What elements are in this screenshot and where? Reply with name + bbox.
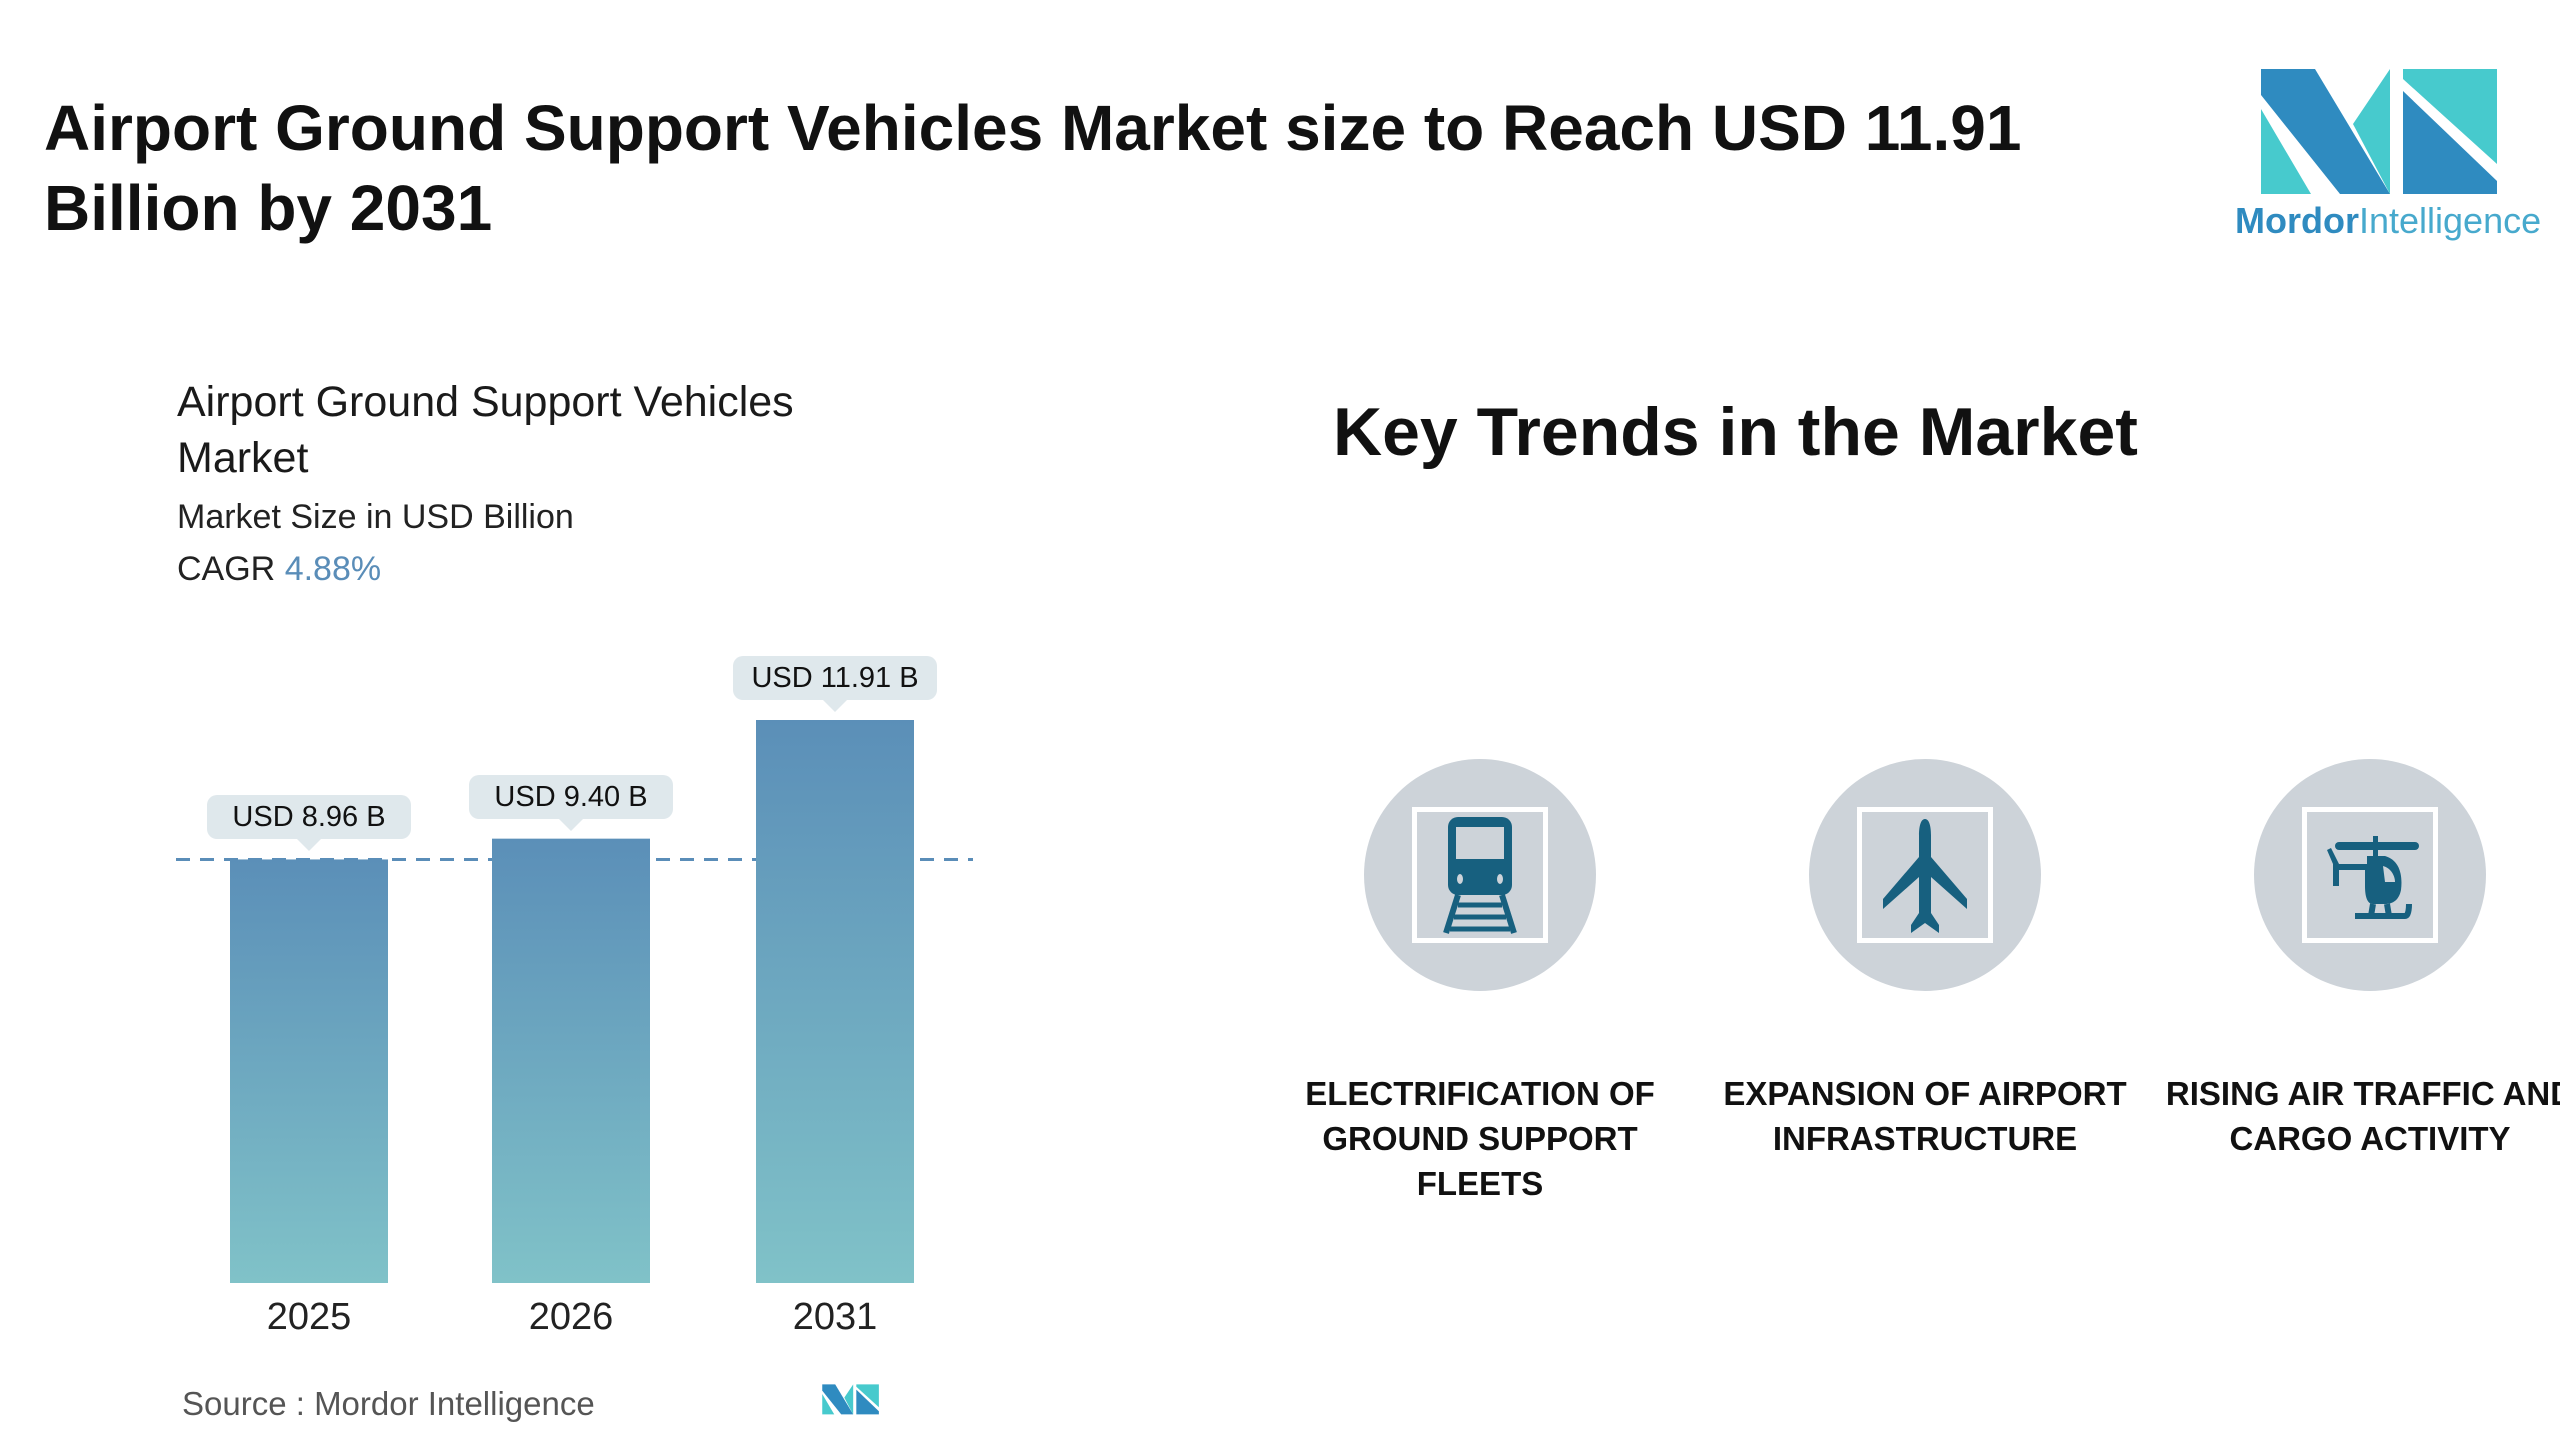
trend-label: ELECTRIFICATION OF GROUND SUPPORT FLEETS (1305, 1075, 1655, 1202)
x-tick-label: 2025 (266, 1296, 352, 1338)
helicopter-icon (2327, 836, 2419, 919)
data-label: USD 8.96 B (207, 795, 411, 852)
cagr: CAGR 4.88% (177, 550, 381, 589)
x-tick-label: 2026 (528, 1296, 614, 1338)
data-label: USD 11.91 B (733, 656, 937, 712)
page-title: Airport Ground Support Vehicles Market s… (44, 92, 2022, 244)
source-text: Source : Mordor Intelligence (182, 1385, 595, 1422)
bar-chart-svg (176, 720, 973, 1283)
trend-item: RISING AIR TRAFFIC AND CARGO ACTIVITY (2150, 759, 2560, 1161)
key-trends-title: Key Trends in the Market (1333, 394, 2138, 470)
bar-2031 (756, 720, 914, 1283)
trend-item: ELECTRIFICATION OF GROUND SUPPORT FLEETS (1260, 759, 1700, 1206)
cagr-value: 4.88% (284, 550, 382, 588)
chart-title: Airport Ground Support Vehicles Market (177, 378, 794, 482)
data-label: USD 9.40 B (469, 774, 673, 831)
trend-item: EXPANSION OF AIRPORT INFRASTRUCTURE (1705, 759, 2145, 1161)
airplane-icon (1883, 819, 1967, 933)
logo-text-bold: Mordor (2235, 200, 2359, 241)
trend-label: RISING AIR TRAFFIC AND CARGO ACTIVITY (2165, 1075, 2560, 1157)
logo-mark-icon (2261, 69, 2497, 194)
chart-subtitle: Market Size in USD Billion (177, 498, 574, 536)
bar-chart: USD 8.96 B 2025 USD 9.40 B 2026 USD 11.91 B 2… (0, 0, 1100, 1439)
x-tick-label: 2031 (792, 1296, 878, 1338)
mordor-logo: MordorIntelligence (2235, 69, 2541, 249)
bar-2026 (492, 838, 650, 1283)
logo-text-light: Intelligence (2358, 200, 2542, 241)
train-icon (1443, 817, 1517, 934)
trend-label: EXPANSION OF AIRPORT INFRASTRUCTURE (1723, 1075, 2127, 1157)
cagr-label: CAGR (177, 550, 276, 588)
small-logo-icon (822, 1384, 879, 1415)
bar-2025 (230, 859, 388, 1283)
